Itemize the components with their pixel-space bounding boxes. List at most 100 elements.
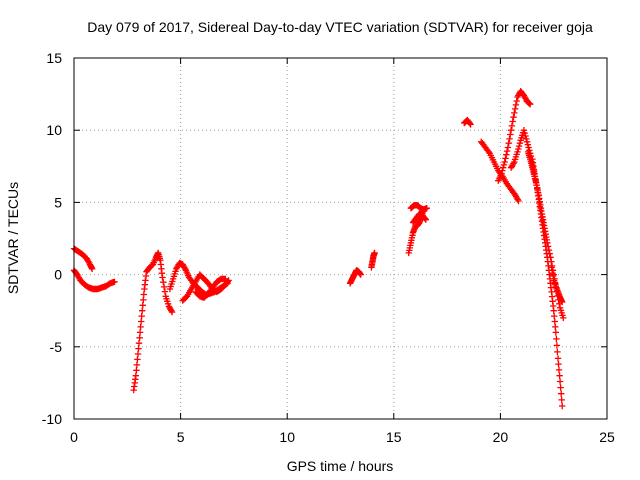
- data-point: [507, 131, 514, 138]
- data-point: [132, 372, 139, 379]
- data-point: [134, 356, 141, 363]
- data-point: [522, 132, 529, 140]
- data-point: [548, 258, 555, 265]
- data-point: [357, 271, 364, 278]
- data-point: [551, 312, 558, 320]
- series-arc-16: [529, 155, 566, 410]
- data-point: [511, 105, 519, 113]
- data-point: [138, 312, 145, 320]
- data-marks: [70, 88, 567, 410]
- data-point: [552, 323, 559, 331]
- x-tick-label: 10: [279, 429, 295, 445]
- y-tick-label: 15: [46, 50, 62, 66]
- data-point: [135, 340, 143, 347]
- data-point: [556, 378, 564, 385]
- data-point: [466, 120, 473, 127]
- data-point: [511, 109, 518, 117]
- series-arc-10: [407, 202, 430, 213]
- y-tick-label: 0: [54, 267, 62, 283]
- series-arc-17: [524, 148, 567, 322]
- data-point: [161, 288, 169, 295]
- data-point: [136, 329, 144, 336]
- axis-ticks: [73, 57, 608, 420]
- data-point: [513, 97, 520, 105]
- series-arc-12: [461, 116, 474, 128]
- data-point: [421, 215, 429, 222]
- series-arc-7: [346, 267, 364, 287]
- y-tick-labels: -10 -5 0 5 10 15: [42, 50, 62, 427]
- y-axis-label: SDTVAR / TECUs: [5, 182, 21, 294]
- series-arc-6: [192, 275, 229, 301]
- x-tick-label: 5: [177, 429, 185, 445]
- x-tick-label: 15: [386, 429, 402, 445]
- series-arc-13: [478, 138, 522, 205]
- data-point: [508, 122, 516, 130]
- data-point: [140, 296, 147, 304]
- data-point: [160, 279, 167, 286]
- data-point: [135, 345, 142, 352]
- data-point: [160, 283, 168, 291]
- data-point: [222, 275, 229, 283]
- data-point: [168, 308, 176, 316]
- data-point: [498, 170, 505, 177]
- data-point: [500, 161, 508, 169]
- data-point: [553, 335, 560, 343]
- data-point: [544, 239, 551, 246]
- data-point: [558, 396, 565, 404]
- data-point: [516, 140, 524, 147]
- y-tick-label: 10: [46, 122, 62, 138]
- data-point: [559, 402, 566, 410]
- data-point: [504, 144, 512, 151]
- data-point: [139, 302, 146, 309]
- data-point: [88, 265, 96, 272]
- data-point: [503, 151, 510, 158]
- data-point: [138, 318, 145, 325]
- data-point: [133, 367, 140, 374]
- data-point: [422, 216, 429, 223]
- y-tick-label: -10: [42, 411, 62, 427]
- data-point: [554, 348, 561, 356]
- data-point: [501, 158, 508, 166]
- plot-frame: [73, 57, 608, 420]
- data-point: [139, 307, 146, 314]
- data-point: [509, 118, 516, 125]
- data-point: [134, 350, 142, 358]
- data-point: [523, 135, 530, 143]
- series-arc-11: [409, 210, 429, 226]
- series-arc-3: [130, 249, 176, 394]
- data-point: [526, 100, 533, 107]
- data-point: [556, 372, 563, 379]
- y-tick-label: -5: [50, 339, 63, 355]
- chart-title: Day 079 of 2017, Sidereal Day-to-day VTE…: [87, 19, 593, 35]
- data-point: [514, 148, 521, 156]
- x-tick-labels: 0 5 10 15 20 25: [70, 429, 615, 445]
- data-point: [485, 148, 492, 156]
- x-tick-label: 20: [493, 429, 509, 445]
- x-axis-label: GPS time / hours: [287, 458, 394, 474]
- data-point: [546, 250, 553, 257]
- data-point: [168, 307, 175, 314]
- data-point: [553, 342, 561, 349]
- data-point: [137, 323, 144, 331]
- data-point: [159, 274, 166, 281]
- series-arc-18: [548, 264, 566, 306]
- data-point: [520, 127, 528, 134]
- data-point: [555, 366, 563, 374]
- data-point: [507, 127, 515, 134]
- data-point: [558, 390, 565, 397]
- data-point: [133, 361, 141, 369]
- data-point: [506, 135, 513, 143]
- data-point: [371, 249, 378, 257]
- data-point: [140, 291, 147, 298]
- y-tick-label: 5: [54, 194, 62, 210]
- data-point: [503, 147, 511, 155]
- data-point: [544, 243, 552, 250]
- data-point: [523, 138, 531, 145]
- data-point: [111, 278, 118, 285]
- data-point: [552, 329, 559, 336]
- data-point: [510, 114, 517, 121]
- series-arc-14: [495, 88, 534, 184]
- data-point: [559, 298, 566, 306]
- data-point: [515, 197, 522, 205]
